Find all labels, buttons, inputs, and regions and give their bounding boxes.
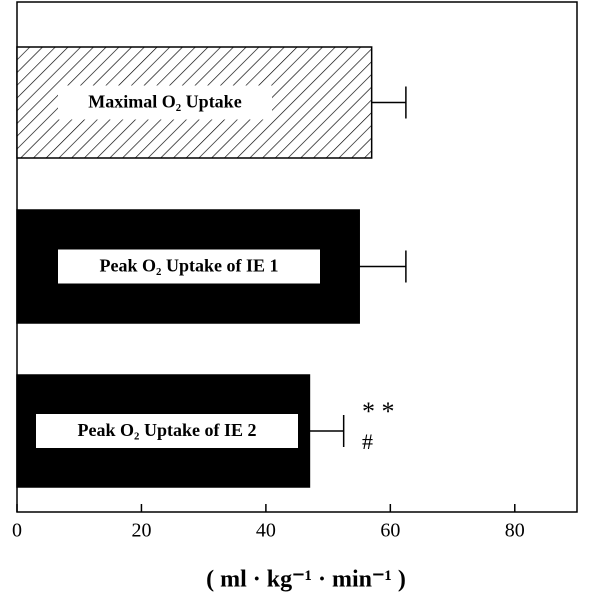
annotation: # — [362, 429, 373, 454]
annotation: * * — [362, 397, 395, 426]
x-tick-label: 80 — [505, 520, 525, 542]
bar-label: Maximal O₂ Uptake — [88, 92, 241, 112]
x-tick-label: 40 — [256, 520, 276, 542]
x-tick-label: 60 — [380, 520, 400, 542]
x-axis-label: ( ml · kg⁻¹ · min⁻¹ ) — [206, 567, 406, 593]
x-tick-label: 20 — [131, 520, 151, 542]
bar-label: Peak O₂ Uptake of IE 2 — [78, 420, 257, 440]
x-tick-label: 0 — [12, 520, 22, 542]
label-box — [58, 249, 320, 284]
label-box — [58, 85, 272, 120]
bar-label: Peak O₂ Uptake of IE 1 — [100, 256, 279, 276]
label-box — [36, 414, 298, 448]
